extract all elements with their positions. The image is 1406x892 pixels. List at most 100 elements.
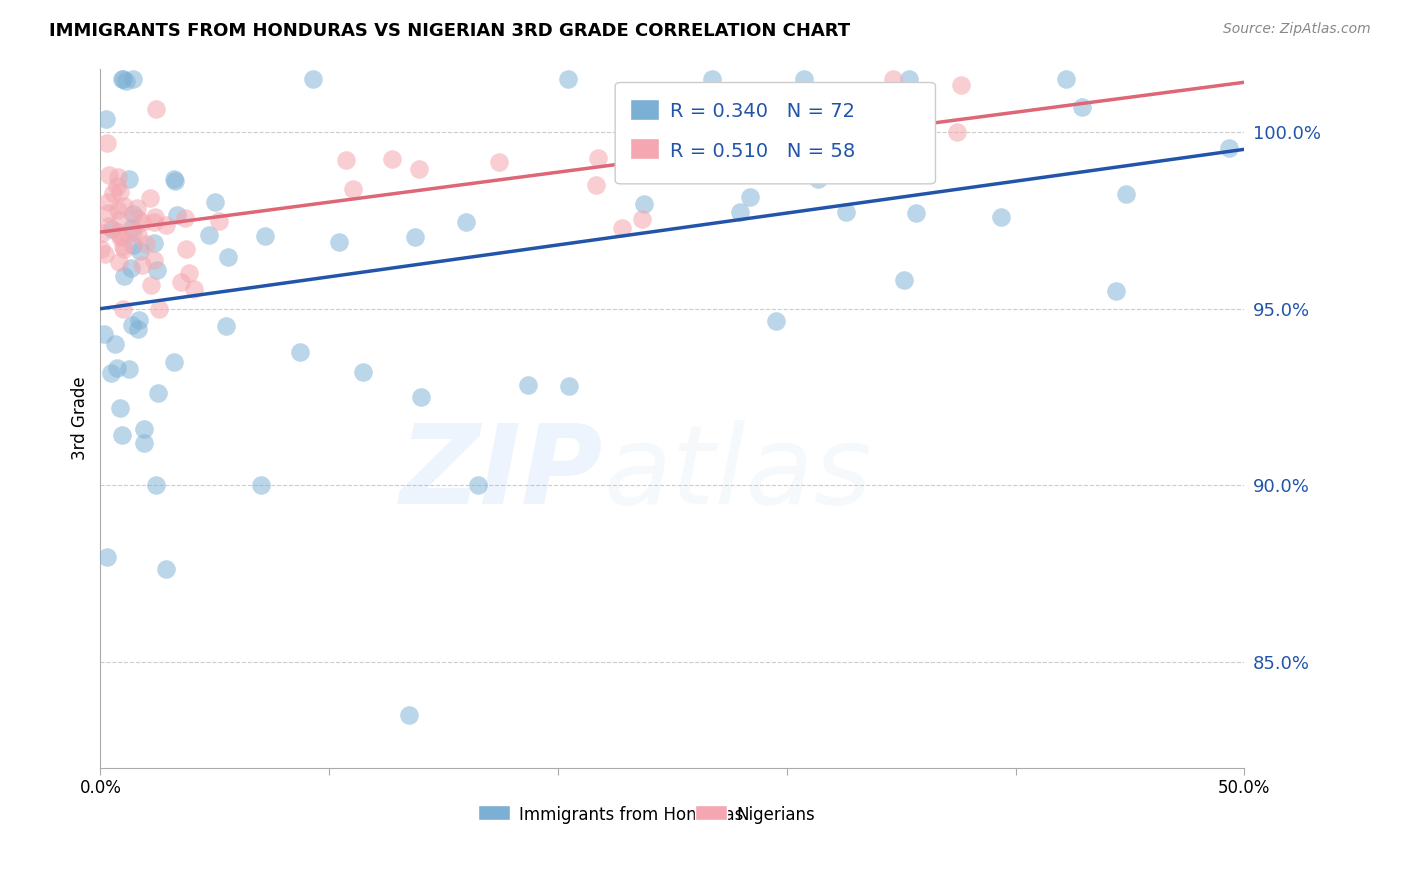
Point bbox=[115, 74, 138, 88]
Point bbox=[254, 229, 277, 244]
Point bbox=[335, 153, 357, 167]
Point bbox=[1054, 72, 1077, 87]
Point bbox=[146, 386, 169, 401]
Point bbox=[97, 195, 120, 210]
Point bbox=[328, 235, 350, 249]
Point bbox=[488, 155, 510, 169]
Point bbox=[120, 261, 142, 276]
Point bbox=[127, 211, 149, 225]
Point bbox=[208, 214, 231, 228]
Point bbox=[585, 178, 607, 193]
Point bbox=[177, 266, 200, 280]
Point bbox=[118, 171, 141, 186]
Point bbox=[163, 355, 186, 369]
Point bbox=[139, 278, 162, 293]
Point bbox=[610, 221, 633, 235]
Point bbox=[738, 190, 761, 204]
Point bbox=[170, 275, 193, 289]
Point bbox=[111, 301, 134, 316]
Point bbox=[905, 206, 928, 220]
Point bbox=[1071, 100, 1094, 114]
Point bbox=[148, 301, 170, 316]
Point bbox=[121, 207, 143, 221]
Point bbox=[765, 314, 787, 328]
Point bbox=[91, 226, 114, 240]
Point bbox=[353, 365, 375, 379]
Point bbox=[155, 562, 177, 576]
Point bbox=[93, 326, 115, 341]
Point bbox=[846, 120, 869, 135]
Point bbox=[108, 255, 131, 269]
Point bbox=[118, 362, 141, 376]
Y-axis label: 3rd Grade: 3rd Grade bbox=[72, 376, 89, 460]
Point bbox=[96, 136, 118, 150]
Point bbox=[112, 268, 135, 283]
Point bbox=[108, 185, 131, 199]
Point bbox=[111, 72, 134, 87]
Point bbox=[454, 215, 477, 229]
Point bbox=[97, 219, 120, 233]
Point bbox=[97, 205, 120, 219]
Point bbox=[128, 313, 150, 327]
Point bbox=[409, 390, 432, 404]
Point bbox=[127, 322, 149, 336]
Point bbox=[882, 72, 904, 87]
Point bbox=[290, 344, 312, 359]
Point bbox=[143, 253, 166, 268]
Point bbox=[101, 186, 124, 200]
Point bbox=[112, 242, 135, 256]
Text: IMMIGRANTS FROM HONDURAS VS NIGERIAN 3RD GRADE CORRELATION CHART: IMMIGRANTS FROM HONDURAS VS NIGERIAN 3RD… bbox=[49, 22, 851, 40]
Point bbox=[946, 125, 969, 139]
Point bbox=[127, 202, 149, 216]
Point bbox=[183, 282, 205, 296]
Point bbox=[104, 336, 127, 351]
Point bbox=[217, 250, 239, 264]
Point bbox=[163, 172, 186, 186]
Point bbox=[122, 238, 145, 252]
Point bbox=[633, 197, 655, 211]
Point bbox=[107, 225, 129, 239]
Point bbox=[100, 367, 122, 381]
FancyBboxPatch shape bbox=[478, 805, 510, 820]
Point bbox=[730, 204, 752, 219]
Point bbox=[110, 401, 132, 416]
Point bbox=[302, 72, 325, 87]
Point bbox=[807, 172, 830, 186]
Point bbox=[122, 72, 145, 87]
Point bbox=[398, 707, 420, 722]
FancyBboxPatch shape bbox=[616, 82, 935, 184]
Point bbox=[122, 225, 145, 239]
Point bbox=[631, 212, 654, 227]
Point bbox=[112, 199, 135, 213]
Point bbox=[835, 205, 858, 219]
Point bbox=[824, 87, 846, 101]
Text: Source: ZipAtlas.com: Source: ZipAtlas.com bbox=[1223, 22, 1371, 37]
Text: ZIP: ZIP bbox=[401, 420, 603, 527]
Point bbox=[132, 436, 155, 450]
Point bbox=[90, 242, 112, 256]
FancyBboxPatch shape bbox=[630, 99, 658, 120]
Point bbox=[107, 169, 129, 184]
Point bbox=[110, 213, 132, 227]
Point bbox=[173, 211, 195, 225]
Point bbox=[700, 72, 723, 87]
Point bbox=[1218, 141, 1240, 155]
Point bbox=[131, 214, 153, 228]
Text: Immigrants from Honduras: Immigrants from Honduras bbox=[519, 806, 744, 824]
Point bbox=[174, 242, 197, 256]
Text: Nigerians: Nigerians bbox=[737, 806, 815, 824]
Point bbox=[110, 229, 132, 244]
Point bbox=[94, 112, 117, 126]
Point bbox=[381, 153, 404, 167]
Point bbox=[793, 72, 815, 87]
Point bbox=[127, 228, 149, 243]
Point bbox=[121, 318, 143, 332]
Point bbox=[111, 239, 134, 253]
Point bbox=[557, 72, 579, 87]
Point bbox=[145, 102, 167, 116]
Point bbox=[139, 191, 162, 205]
Point bbox=[197, 228, 219, 243]
Point bbox=[146, 262, 169, 277]
Point bbox=[990, 210, 1012, 224]
Point bbox=[145, 478, 167, 492]
